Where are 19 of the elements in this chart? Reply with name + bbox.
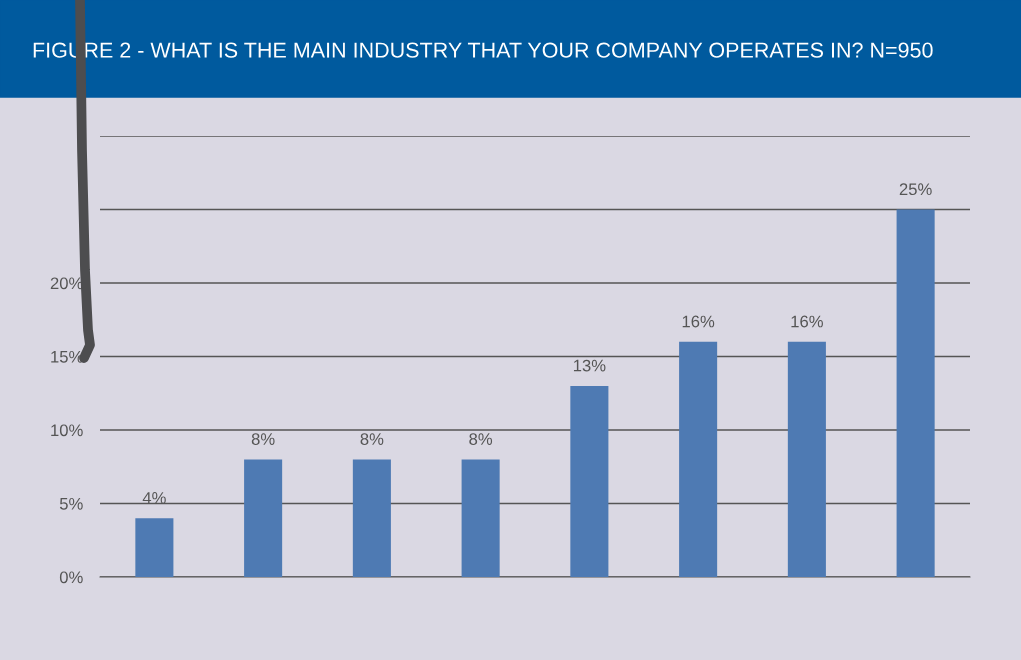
data-label: 8%: [251, 433, 275, 445]
data-label: 16%: [791, 315, 823, 328]
bar: [787, 341, 826, 577]
data-label: 25%: [899, 183, 932, 196]
bar: [679, 341, 718, 577]
bar: [244, 459, 283, 577]
y-tick-label: 5%: [59, 497, 83, 510]
data-label: 8%: [469, 433, 493, 445]
data-label: 13%: [573, 359, 606, 372]
data-label: 16%: [682, 315, 715, 328]
bar: [352, 459, 391, 577]
bar: [461, 459, 500, 577]
y-tick-label: 0%: [59, 571, 83, 584]
data-label: 8%: [360, 433, 384, 445]
bar: [135, 518, 174, 577]
bar: [896, 209, 935, 577]
y-tick-label: 10%: [51, 424, 83, 437]
bar: [570, 385, 609, 577]
data-label: 4%: [142, 492, 166, 504]
